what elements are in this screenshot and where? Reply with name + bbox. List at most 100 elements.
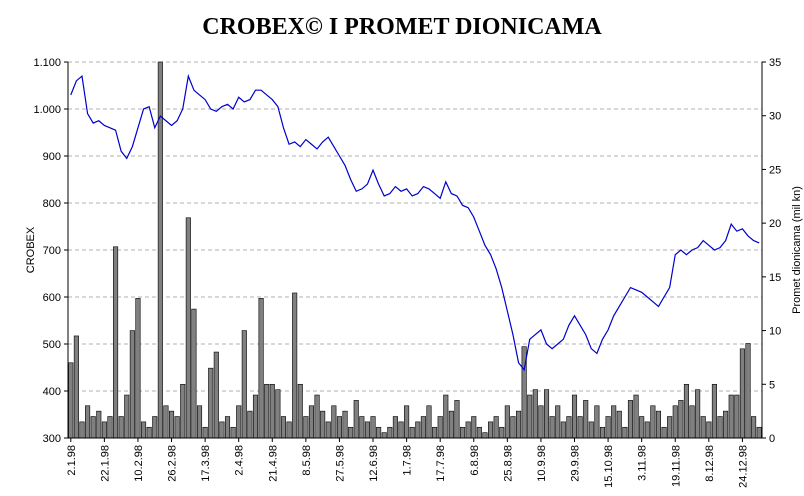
- bar: [230, 426, 236, 439]
- bar: [605, 416, 611, 439]
- bar: [616, 410, 622, 439]
- bar: [510, 416, 516, 439]
- chart-title: CROBEX© I PROMET DIONICAMA: [202, 14, 602, 40]
- bar: [320, 410, 326, 439]
- bar: [213, 351, 219, 439]
- bar: [185, 217, 191, 439]
- bar: [426, 405, 432, 439]
- bar: [336, 416, 342, 439]
- bar: [107, 416, 113, 439]
- bar: [644, 421, 650, 439]
- bar: [751, 416, 757, 439]
- bar: [583, 400, 589, 439]
- x-tick-label: 27.5.98: [334, 445, 346, 482]
- x-tick-label: 2.1.98: [66, 445, 78, 476]
- bar: [73, 335, 79, 439]
- bar: [493, 416, 499, 439]
- bar: [527, 394, 533, 439]
- bar: [241, 330, 247, 439]
- bar: [437, 416, 443, 439]
- bar: [465, 421, 471, 439]
- bar: [482, 432, 488, 439]
- bar: [622, 426, 628, 439]
- bar: [588, 421, 594, 439]
- bar: [443, 394, 449, 439]
- y-tick-label: 300: [43, 433, 61, 445]
- bar: [342, 410, 348, 439]
- bar: [655, 410, 661, 439]
- bar: [398, 421, 404, 439]
- bar: [174, 416, 180, 439]
- bar: [331, 405, 337, 439]
- bar: [269, 383, 275, 439]
- bar: [68, 362, 74, 439]
- line: [70, 73, 760, 372]
- bar: [180, 383, 186, 439]
- y2-tick-label: 0: [769, 433, 775, 445]
- bar: [543, 389, 550, 439]
- bar: [538, 405, 544, 439]
- bar: [85, 405, 91, 439]
- bar: [420, 416, 426, 439]
- bar: [627, 400, 634, 439]
- bar: [292, 292, 298, 439]
- bar: [734, 394, 740, 439]
- bar: [471, 416, 477, 439]
- bar: [146, 426, 152, 439]
- bar: [488, 421, 494, 439]
- x-tick-label: 26.2.98: [167, 445, 179, 482]
- bar: [633, 394, 639, 439]
- bar: [560, 421, 566, 439]
- y2-tick-label: 35: [769, 57, 781, 69]
- bar: [169, 410, 175, 439]
- bar: [258, 298, 264, 439]
- bar: [280, 416, 287, 439]
- bar: [141, 421, 147, 439]
- bar: [415, 421, 421, 439]
- bar: [118, 416, 124, 439]
- y-tick-label: 1.000: [33, 104, 61, 116]
- y-tick-label: 800: [43, 198, 61, 210]
- y2-tick-label: 15: [769, 272, 781, 284]
- bar: [460, 426, 466, 439]
- bar: [756, 426, 762, 439]
- x-tick-label: 10.2.98: [133, 445, 145, 482]
- bar: [683, 383, 689, 439]
- bar: [196, 405, 203, 439]
- x-tick-label: 8.12.98: [704, 445, 716, 482]
- bar: [124, 394, 130, 439]
- bar: [454, 400, 460, 439]
- bar: [711, 383, 717, 439]
- bar: [672, 405, 678, 439]
- bar: [448, 410, 454, 439]
- bar: [353, 400, 359, 439]
- x-tick-label: 17.7.98: [435, 445, 447, 482]
- bar: [650, 405, 656, 439]
- y2-tick-label: 20: [769, 218, 781, 230]
- bar: [577, 416, 583, 439]
- bar: [387, 426, 393, 439]
- bar: [364, 421, 370, 439]
- bar: [264, 383, 270, 439]
- bar: [661, 426, 667, 439]
- x-tick-label: 19.11.98: [670, 445, 682, 487]
- bar: [549, 416, 555, 439]
- bar: [409, 426, 415, 439]
- bar: [571, 394, 578, 439]
- x-tick-label: 21.4.98: [267, 445, 279, 482]
- bar: [476, 426, 482, 439]
- bar: [594, 405, 600, 439]
- y-tick-label: 700: [43, 245, 61, 257]
- bar: [96, 410, 102, 439]
- bar: [516, 410, 522, 439]
- y2-tick-label: 10: [769, 326, 781, 338]
- bar: [611, 405, 617, 439]
- x-tick-label: 22.1.98: [99, 445, 111, 482]
- x-tick-label: 12.6.98: [368, 445, 380, 482]
- y-tick-label: 500: [43, 339, 61, 351]
- bar: [247, 410, 253, 439]
- x-tick-label: 15.10.98: [603, 445, 615, 488]
- bar: [392, 416, 398, 439]
- y2-axis-label: Promet dionicama (mil kn): [791, 186, 803, 314]
